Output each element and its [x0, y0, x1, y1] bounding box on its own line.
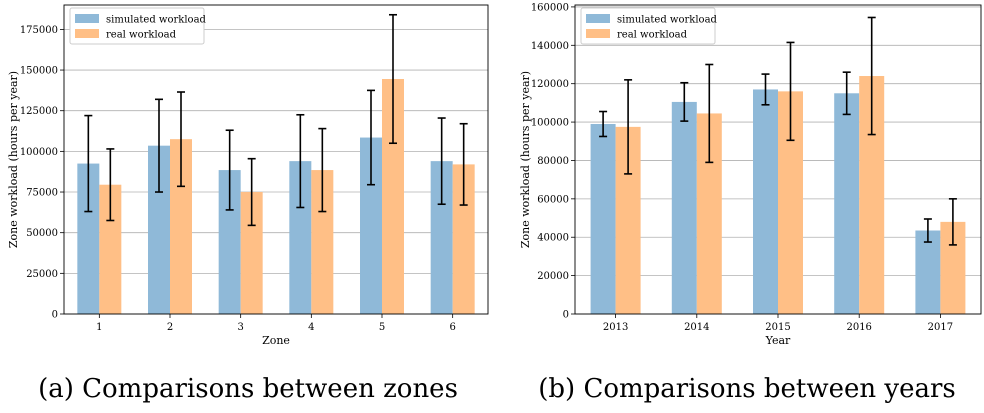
bar-real	[99, 184, 122, 314]
x-tick-label: 2	[167, 322, 173, 333]
y-axis-label: Zone workload (hours per year)	[7, 71, 20, 248]
x-tick-label: 2017	[928, 322, 953, 333]
y-tick-label: 120000	[531, 79, 569, 90]
y-tick-label: 0	[52, 310, 58, 321]
legend-swatch-real	[586, 29, 610, 38]
x-tick-label: 2016	[846, 322, 871, 333]
bar-real	[382, 78, 404, 314]
legend-swatch-real	[75, 29, 99, 38]
x-axis-label: Year	[765, 334, 791, 347]
bar-simulated	[753, 89, 778, 314]
y-tick-label: 60000	[537, 194, 569, 205]
legend-label: simulated workload	[617, 15, 718, 26]
caption-b: (b) Comparisons between years	[538, 374, 956, 404]
legend-label: real workload	[106, 30, 177, 41]
x-tick-label: 2013	[603, 322, 628, 333]
x-tick-label: 2014	[684, 322, 709, 333]
bar-simulated	[148, 145, 170, 314]
bar-real	[452, 164, 475, 314]
bar-simulated	[671, 101, 697, 314]
x-tick-label: 1	[96, 322, 102, 333]
bar-simulated	[430, 161, 453, 314]
bar-real	[170, 139, 192, 314]
bar-simulated	[590, 123, 616, 314]
y-tick-label: 150000	[20, 66, 58, 77]
bar-real	[240, 192, 263, 314]
chart-years: 0 20000 40000 60000 80000 100000 120000 140000 1…	[519, 2, 982, 347]
y-tick-label: 175000	[20, 25, 58, 36]
x-tick-label: 5	[379, 322, 385, 333]
bar-simulated	[289, 161, 312, 314]
x-axis-label: Zone	[262, 334, 290, 347]
y-tick-label: 25000	[26, 269, 58, 280]
x-tick-label: 4	[308, 322, 314, 333]
y-tick-label: 160000	[531, 2, 569, 13]
chart-zones: 0 25000 50000 75000 100000 125000 150000 175000…	[7, 4, 489, 347]
bar-simulated	[77, 163, 100, 314]
y-tick-label: 50000	[26, 228, 58, 239]
bar-simulated	[360, 137, 382, 314]
x-tick-label: 2015	[765, 322, 790, 333]
y-tick-label: 75000	[26, 188, 58, 199]
y-tick-label: 100000	[20, 147, 58, 158]
bar-real	[311, 170, 334, 314]
y-tick-label: 125000	[20, 106, 58, 117]
legend-label: simulated workload	[106, 15, 207, 26]
legend-swatch-simulated	[586, 14, 610, 23]
bar-simulated	[834, 93, 860, 315]
plot-area	[64, 5, 488, 314]
y-tick-label: 0	[563, 310, 569, 321]
plot-frame	[63, 4, 489, 315]
y-tick-label: 140000	[531, 41, 569, 52]
bar-simulated	[218, 170, 241, 314]
legend-box	[69, 7, 205, 45]
y-axis-label: Zone workload (hours per year)	[519, 71, 532, 248]
plot-frame	[574, 4, 982, 315]
y-tick-label: 80000	[537, 156, 569, 167]
x-tick-label: 3	[237, 322, 243, 333]
x-tick-label: 6	[449, 322, 455, 333]
legend-label: real workload	[617, 30, 688, 41]
legend-box	[580, 7, 716, 45]
y-tick-label: 100000	[531, 118, 569, 129]
y-tick-label: 40000	[537, 233, 569, 244]
bar-simulated	[915, 230, 941, 314]
y-tick-label: 20000	[537, 271, 569, 282]
legend-swatch-simulated	[75, 14, 99, 23]
caption-a: (a) Comparisons between zones	[38, 374, 458, 404]
